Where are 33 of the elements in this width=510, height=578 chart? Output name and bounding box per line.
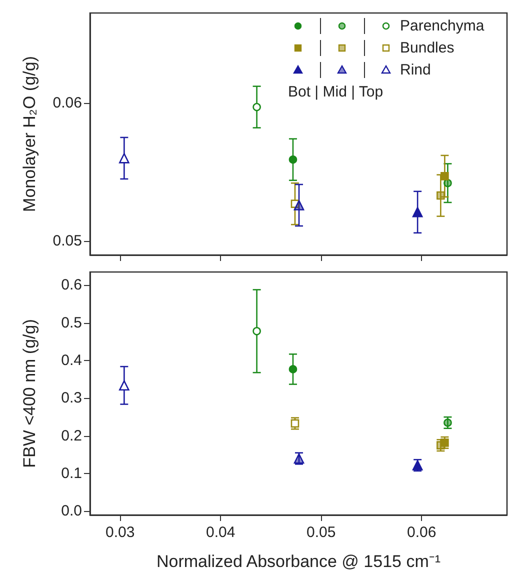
point [412, 206, 423, 218]
x-tick-label: 0.05 [306, 524, 336, 541]
point [444, 178, 452, 188]
y-tick-label: 0.6 [61, 276, 82, 294]
y-tick-label: 0.0 [61, 502, 82, 520]
point [252, 327, 261, 336]
x-tick-label: 0.06 [406, 524, 436, 541]
point [294, 200, 304, 210]
legend-label: Parenchyma [400, 18, 485, 34]
point [288, 155, 298, 164]
point [288, 365, 298, 374]
legend-label: Bundles [400, 40, 454, 56]
annotation: Bot | Mid | Top [288, 84, 384, 100]
y-tick-label: 0.4 [61, 352, 82, 370]
y-tick-label: 0.06 [52, 94, 82, 112]
legend-label: Rind [400, 62, 431, 78]
y-tick-label: 0.2 [61, 427, 82, 444]
point [119, 380, 130, 391]
point [252, 102, 261, 112]
x-axis-title: Normalized Absorbance @ 1515 cm⁻¹ [156, 552, 441, 571]
point [440, 172, 449, 180]
y-tick-label: 0.5 [61, 314, 82, 332]
y-axis-title: Monolayer H₂O (g/g) [20, 56, 39, 212]
point [436, 191, 445, 200]
y-tick-label: 0.05 [52, 232, 82, 250]
y-tick-label: 0.1 [61, 465, 82, 482]
y-axis-title: FBW <400 nm (g/g) [20, 319, 39, 468]
y-tick-label: 0.3 [61, 390, 82, 407]
x-tick-label: 0.03 [106, 524, 135, 541]
x-tick-label: 0.04 [206, 524, 236, 541]
point [119, 153, 130, 164]
point [290, 200, 300, 208]
point [444, 418, 452, 427]
